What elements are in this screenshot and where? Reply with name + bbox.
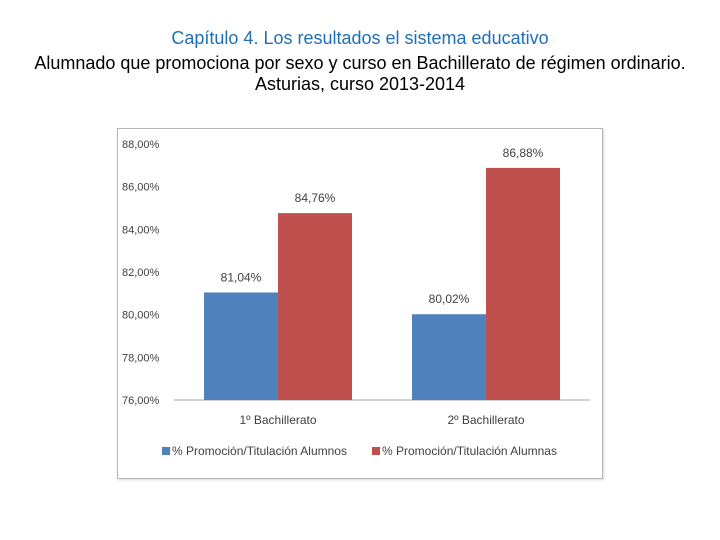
data-label: 86,88%: [503, 146, 544, 160]
y-tick-label: 76,00%: [122, 395, 160, 407]
bar: [204, 292, 278, 400]
chart-frame: 76,00% 78,00% 80,00% 82,00% 84,00% 86,00% 88,0…: [117, 128, 603, 479]
y-tick-label: 84,00%: [122, 224, 160, 236]
y-tick-label: 88,00%: [122, 139, 160, 151]
x-category-label: 1º Bachillerato: [239, 413, 316, 427]
data-label: 80,02%: [429, 292, 470, 306]
slide-title: Capítulo 4. Los resultados el sistema ed…: [171, 28, 549, 48]
slide-subtitle: Alumnado que promociona por sexo y curso…: [34, 53, 686, 94]
bar: [412, 314, 486, 400]
legend-swatch: [162, 447, 170, 455]
data-label: 81,04%: [221, 270, 262, 284]
y-tick-label: 78,00%: [122, 352, 160, 364]
bar-chart: 76,00% 78,00% 80,00% 82,00% 84,00% 86,00% 88,0…: [122, 139, 590, 458]
y-tick-label: 86,00%: [122, 182, 160, 194]
x-category-label: 2º Bachillerato: [447, 413, 524, 427]
bar: [278, 213, 352, 400]
y-tick-label: 80,00%: [122, 310, 160, 322]
legend-label: % Promoción/Titulación Alumnas: [382, 444, 557, 458]
bar: [486, 167, 560, 400]
legend-label: % Promoción/Titulación Alumnos: [172, 444, 347, 458]
data-label: 84,76%: [295, 191, 336, 205]
legend-swatch: [372, 447, 380, 455]
y-tick-label: 82,00%: [122, 267, 160, 279]
